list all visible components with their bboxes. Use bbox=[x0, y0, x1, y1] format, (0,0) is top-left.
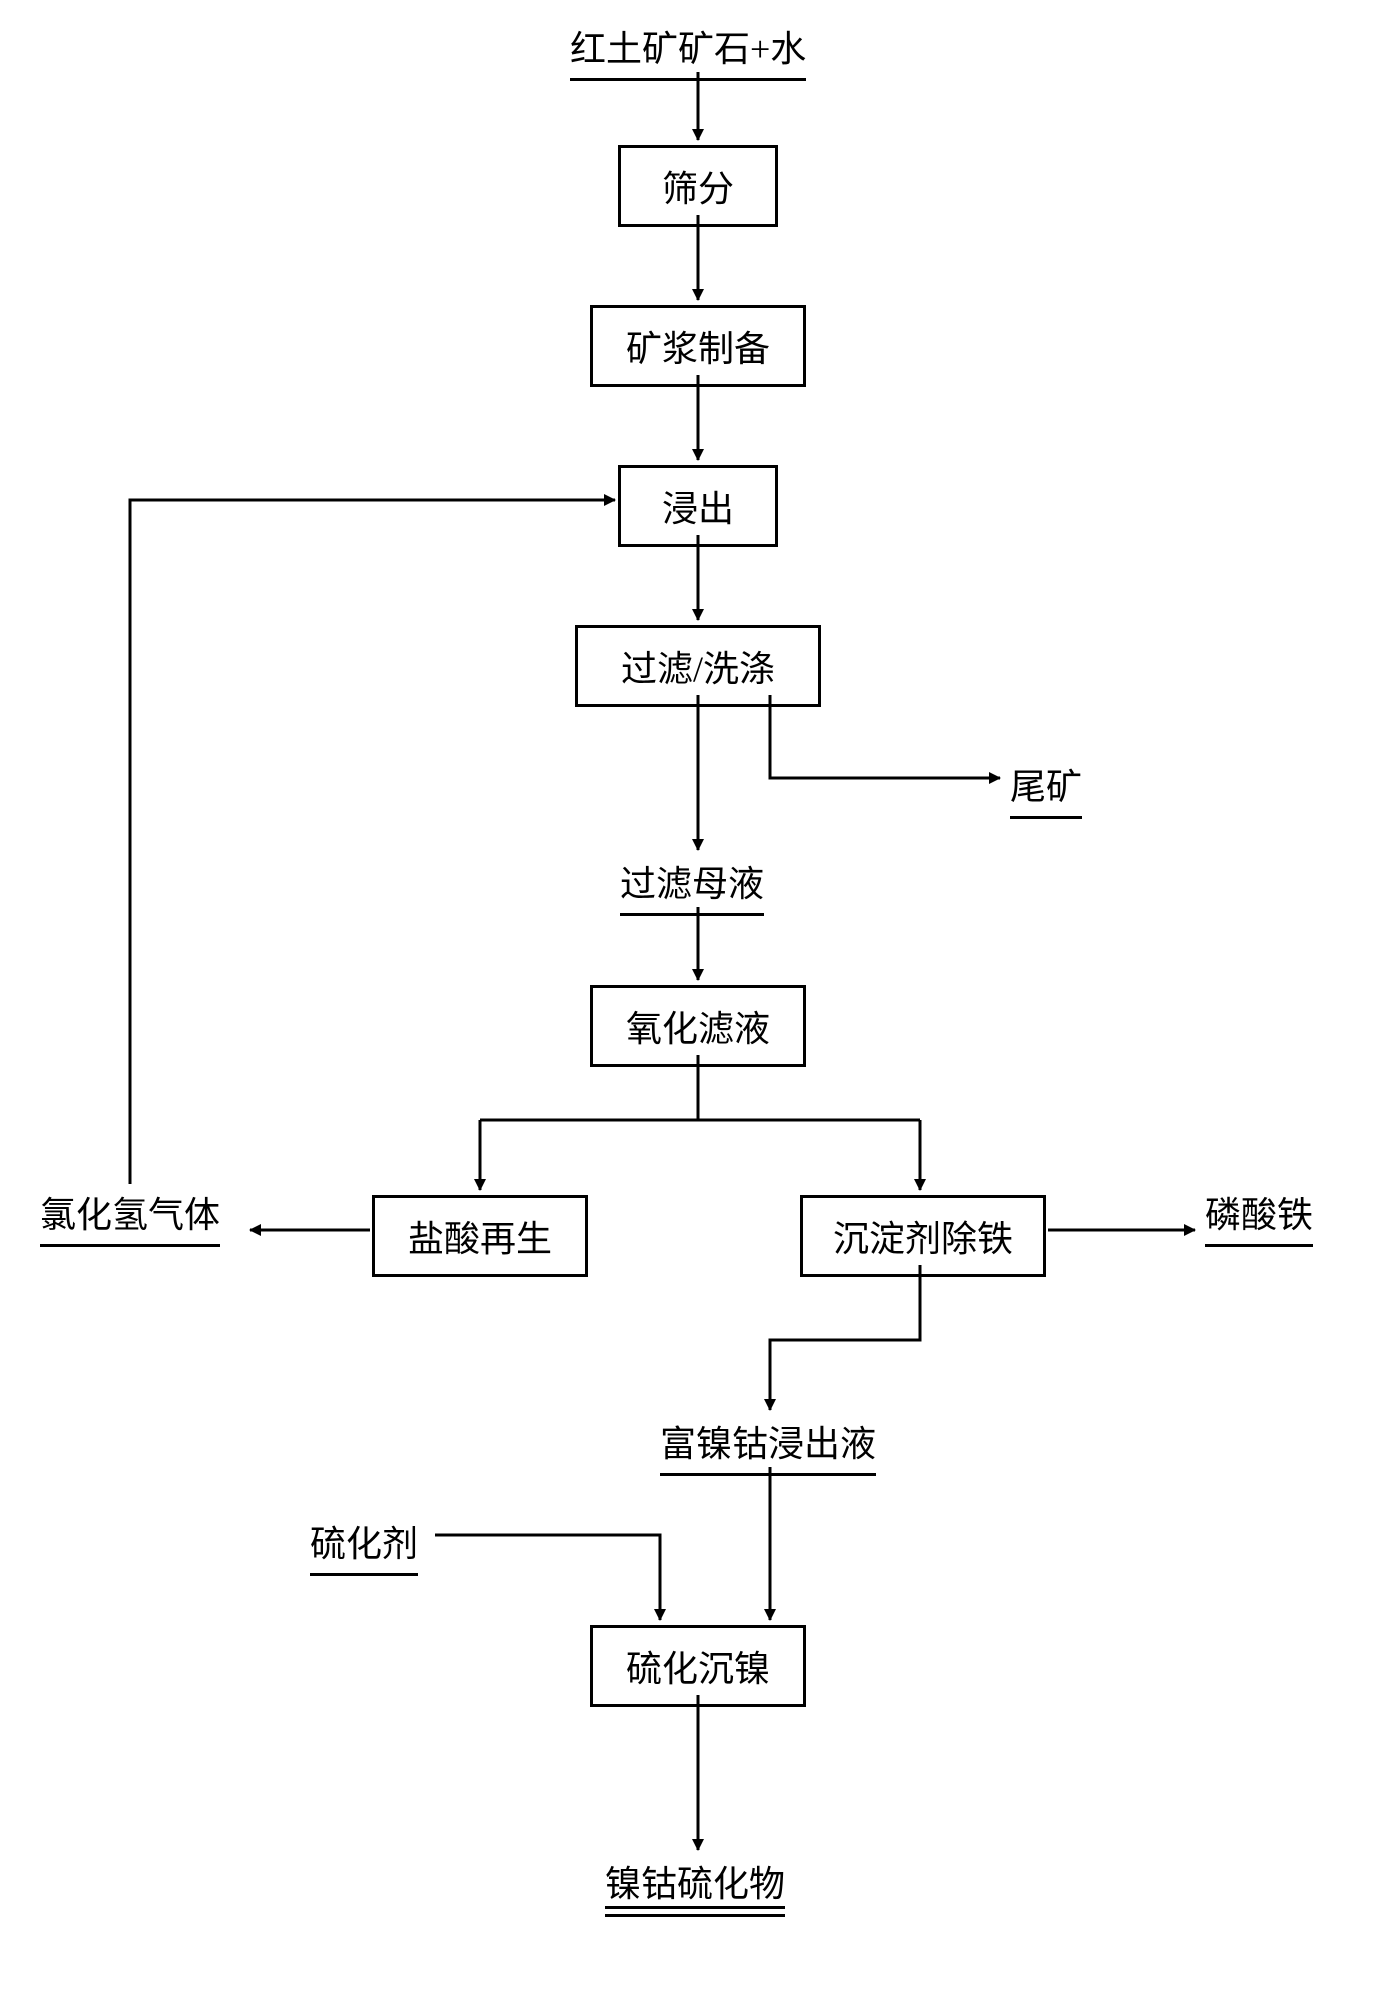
node-iron-removal: 沉淀剂除铁 bbox=[800, 1195, 1046, 1277]
node-leaching: 浸出 bbox=[618, 465, 778, 547]
node-filter-liquor: 过滤母液 bbox=[620, 855, 764, 916]
node-input-top: 红土矿矿石+水 bbox=[570, 20, 806, 81]
node-oxidation: 氧化滤液 bbox=[590, 985, 806, 1067]
node-hcl-regen: 盐酸再生 bbox=[372, 1195, 588, 1277]
node-slurry-prep: 矿浆制备 bbox=[590, 305, 806, 387]
node-sulfiding-agent: 硫化剂 bbox=[310, 1515, 418, 1576]
node-sulfide-ni: 硫化沉镍 bbox=[590, 1625, 806, 1707]
node-rich-ni-co: 富镍钴浸出液 bbox=[660, 1415, 876, 1476]
node-output: 镍钴硫化物 bbox=[605, 1855, 785, 1913]
node-filter-wash: 过滤/洗涤 bbox=[575, 625, 821, 707]
node-hcl-gas: 氯化氢气体 bbox=[40, 1186, 220, 1247]
node-tailings: 尾矿 bbox=[1010, 758, 1082, 819]
node-sieving: 筛分 bbox=[618, 145, 778, 227]
node-iron-phosphate: 磷酸铁 bbox=[1205, 1186, 1313, 1247]
